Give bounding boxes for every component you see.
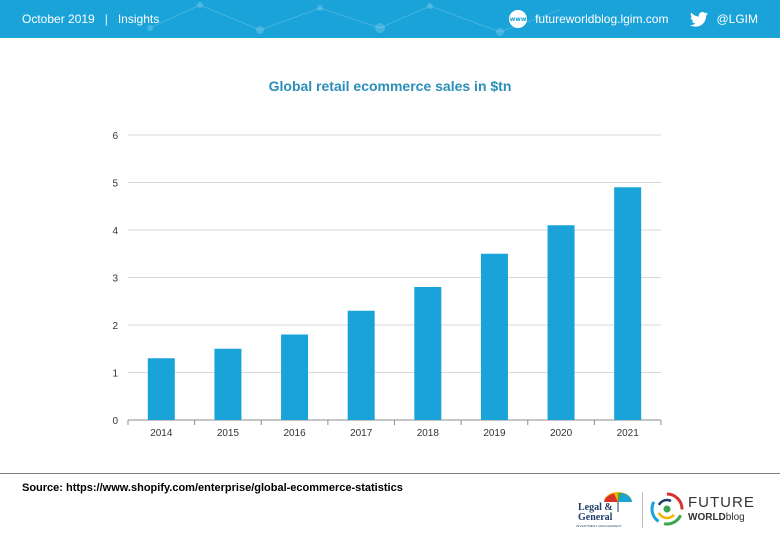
blog-wordmark: blog xyxy=(725,512,745,523)
y-tick-label: 3 xyxy=(112,274,118,285)
y-tick-label: 0 xyxy=(112,416,118,427)
world-wordmark: WORLD xyxy=(688,512,726,523)
header-separator: | xyxy=(104,12,108,26)
bar-2020 xyxy=(547,225,575,420)
source-note: Source: https://www.shopify.com/enterpri… xyxy=(22,482,403,494)
x-tick-label: 2019 xyxy=(483,428,506,439)
future-world-circle-logo xyxy=(650,492,684,526)
y-tick-label: 2 xyxy=(112,321,118,332)
y-tick-label: 4 xyxy=(112,226,118,237)
legal-general-wordmark: Legal & General xyxy=(578,503,613,523)
lg-line2: General xyxy=(578,512,613,523)
header-date: October 2019 xyxy=(22,12,95,26)
lg-line1: Legal & xyxy=(578,502,613,513)
x-tick-label: 2021 xyxy=(617,428,640,439)
header-bar: October 2019 | Insights www futureworldb… xyxy=(0,0,780,38)
chart-title: Global retail ecommerce sales in $tn xyxy=(268,78,512,94)
bar-2014 xyxy=(147,358,175,420)
twitter-handle[interactable]: @LGIM xyxy=(716,12,758,26)
x-tick-label: 2016 xyxy=(283,428,306,439)
x-tick-label: 2020 xyxy=(550,428,573,439)
x-tick-label: 2015 xyxy=(217,428,240,439)
future-wordmark: FUTURE xyxy=(688,494,755,511)
network-pattern-decoration xyxy=(147,2,561,36)
header-right: www futureworldblog.lgim.com @LGIM xyxy=(509,0,758,38)
y-tick-label: 1 xyxy=(112,369,118,380)
legal-general-umbrella-logo xyxy=(604,492,632,512)
bar-2019 xyxy=(480,253,508,420)
bar-2018 xyxy=(414,287,442,420)
footer-divider xyxy=(0,473,780,474)
bar-2021 xyxy=(614,187,642,420)
x-tick-label: 2017 xyxy=(350,428,373,439)
lg-subtitle: INVESTMENT MANAGEMENT xyxy=(576,524,622,528)
header-section[interactable]: Insights xyxy=(117,12,160,26)
logo-divider xyxy=(642,492,643,528)
x-tick-label: 2014 xyxy=(150,428,173,439)
bar-2017 xyxy=(347,310,375,420)
bar-chart: 0 1 2 3 4 5 6 2014 2015 2016 2017 2018 2019 2020 2021 xyxy=(112,131,662,439)
bar-2015 xyxy=(214,348,242,420)
website-link[interactable]: futureworldblog.lgim.com xyxy=(535,12,669,26)
y-tick-label: 5 xyxy=(112,179,118,190)
globe-www-icon: www xyxy=(509,10,528,28)
y-tick-label: 6 xyxy=(112,131,118,142)
world-blog-wordmark: WORLDblog xyxy=(688,512,745,523)
twitter-bird-icon[interactable] xyxy=(690,11,709,27)
x-tick-label: 2018 xyxy=(417,428,440,439)
bar-2016 xyxy=(281,334,309,420)
header-left: October 2019 | Insights xyxy=(22,0,159,38)
